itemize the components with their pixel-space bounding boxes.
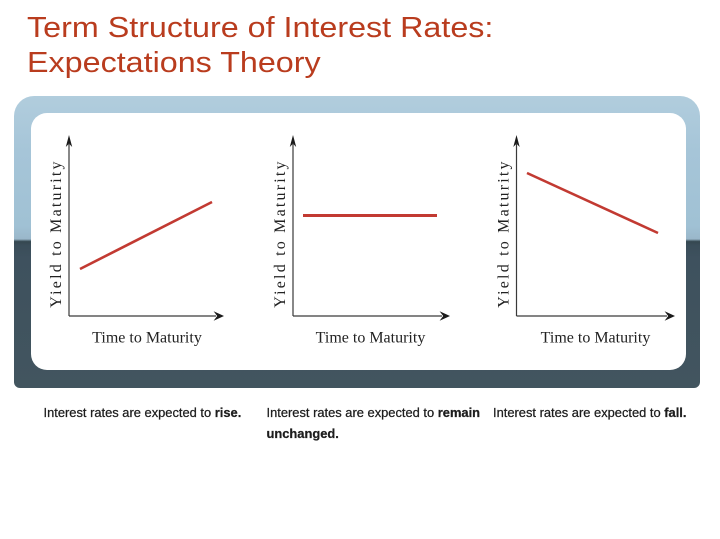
svg-text:Time to Maturity: Time to Maturity [92,330,202,347]
svg-text:Time to Maturity: Time to Maturity [316,330,426,347]
svg-text:Yield to Maturity: Yield to Maturity [48,159,65,308]
svg-text:Yield to Maturity: Yield to Maturity [272,159,289,308]
svg-text:Yield to Maturity: Yield to Maturity [496,159,513,308]
svg-text:Time to Maturity: Time to Maturity [541,330,651,347]
